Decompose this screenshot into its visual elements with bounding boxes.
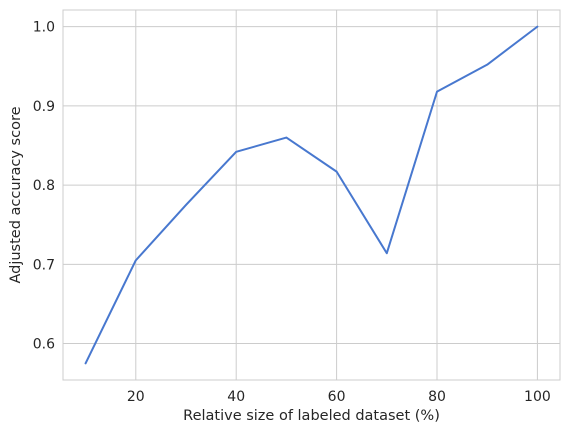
data-point [83,360,89,366]
data-point [484,62,490,68]
x-tick-label: 60 [328,389,346,405]
x-tick-labels: 20 40 60 80 100 [127,389,551,405]
data-point [534,24,540,30]
y-tick-label: 1.0 [33,20,55,36]
x-tick-label: 100 [524,389,551,405]
plot-frame [62,9,561,381]
data-point [133,257,139,263]
x-axis-label: Relative size of labeled dataset (%) [183,408,440,424]
data-point [384,250,390,256]
y-tick-labels: 0.6 0.7 0.8 0.9 1.0 [33,20,55,353]
data-point [183,202,189,208]
data-point [283,135,289,141]
x-tick-label: 20 [127,389,145,405]
grid [63,10,560,380]
data-point [434,89,440,95]
y-tick-label: 0.6 [33,337,55,353]
y-tick-label: 0.8 [33,178,55,194]
data-point [233,149,239,155]
data-point [334,169,340,175]
series-line [84,25,539,365]
series-layer [83,24,540,366]
y-tick-label: 0.7 [33,257,55,273]
y-axis-label: Adjusted accuracy score [8,106,24,283]
x-tick-label: 80 [428,389,446,405]
x-tick-label: 40 [227,389,245,405]
y-tick-label: 0.9 [33,99,55,115]
